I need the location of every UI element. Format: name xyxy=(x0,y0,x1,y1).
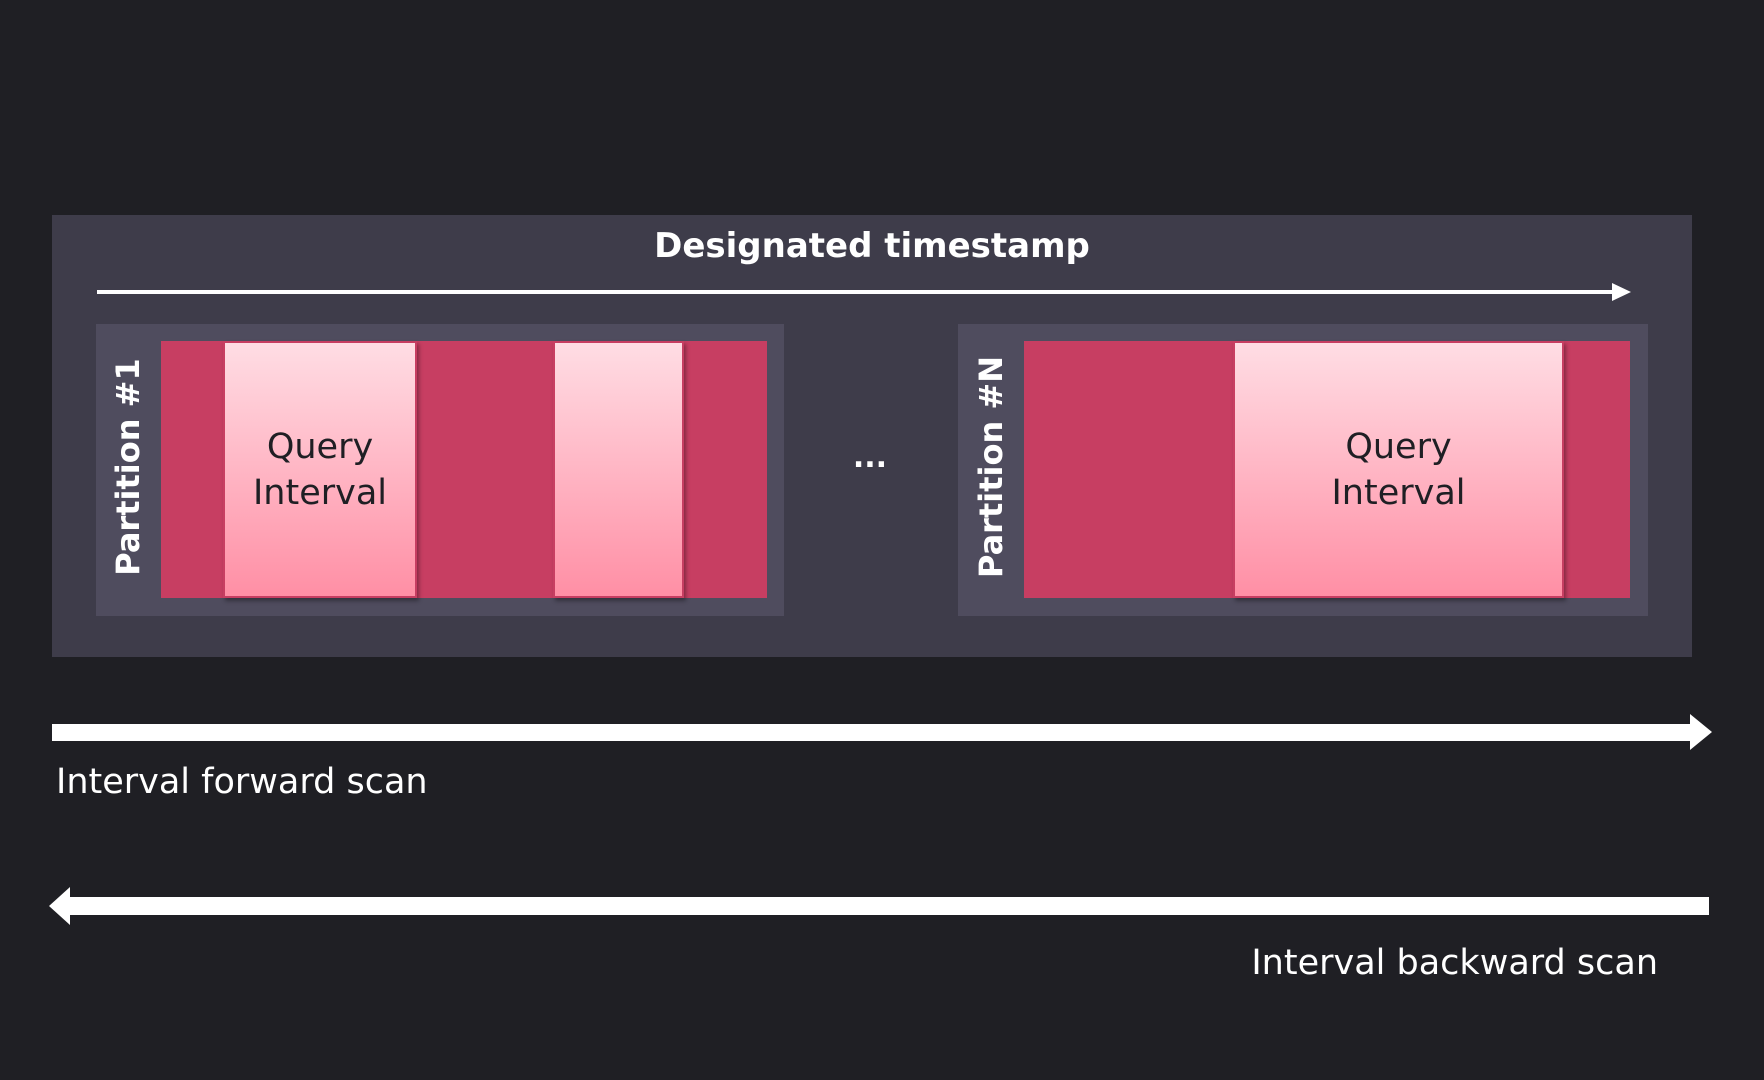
query-interval-1: Query Interval xyxy=(223,341,417,598)
forward-scan-arrow xyxy=(52,714,1712,750)
backward-scan-label: Interval backward scan xyxy=(1251,943,1658,983)
query-interval-label: Query Interval xyxy=(252,426,388,513)
backward-scan-arrow xyxy=(49,887,1709,925)
query-interval-label: Query Interval xyxy=(1331,426,1466,513)
designated-timestamp-title: Designated timestamp xyxy=(654,226,1090,266)
timestamp-arrow xyxy=(97,283,1631,301)
ellipsis: ... xyxy=(852,440,888,475)
query-interval-n: Query Interval xyxy=(1233,341,1564,598)
partition-1-label: Partition #1 xyxy=(109,358,147,576)
query-interval-2 xyxy=(553,341,684,598)
forward-scan-label: Interval forward scan xyxy=(56,762,428,802)
partition-n-label: Partition #N xyxy=(972,356,1010,578)
